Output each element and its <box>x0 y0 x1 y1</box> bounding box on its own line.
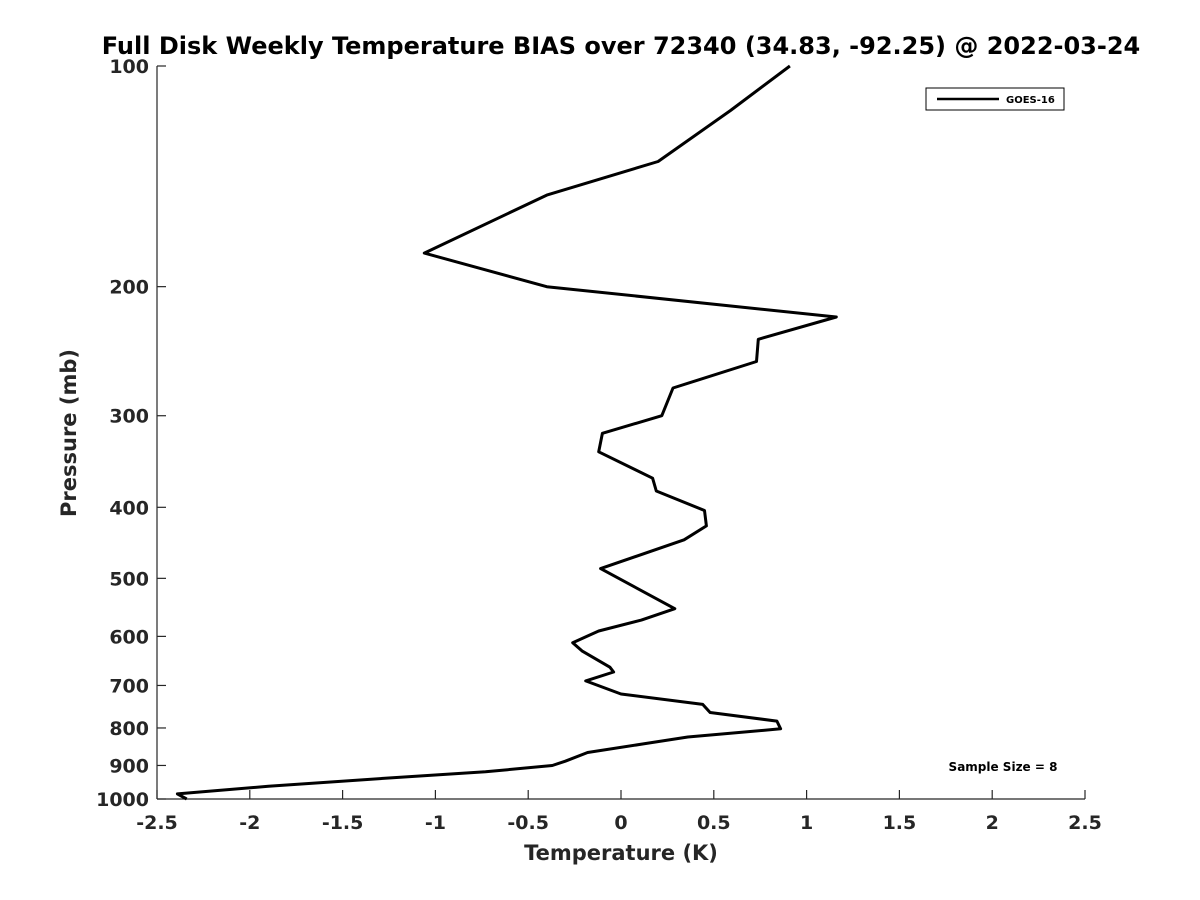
chart-title: Full Disk Weekly Temperature BIAS over 7… <box>102 32 1141 60</box>
legend: GOES-16 <box>925 87 1065 111</box>
x-tick-label: 2.5 <box>1068 812 1102 834</box>
series-layer <box>175 64 838 801</box>
legend-label-goes-16: GOES-16 <box>1006 95 1055 106</box>
x-axis-ticks: -2.5 -2 -1.5 -1 -0.5 0 0.5 1 1.5 2 2.5 <box>136 790 1102 834</box>
y-tick-label: 300 <box>109 406 149 428</box>
x-tick-label: 2 <box>986 812 999 834</box>
x-tick-label: -1.5 <box>322 812 364 834</box>
y-tick-label: 600 <box>109 626 149 648</box>
y-tick-label: 700 <box>109 675 149 697</box>
y-axis-ticks: 100 200 300 400 500 600 700 800 900 1000 <box>96 56 166 811</box>
y-tick-label: 500 <box>109 568 149 590</box>
x-tick-label: 1.5 <box>883 812 917 834</box>
y-tick-label: 1000 <box>96 789 149 811</box>
x-tick-label: 0.5 <box>697 812 731 834</box>
sample-size-annotation: Sample Size = 8 <box>949 760 1058 774</box>
x-tick-label: 1 <box>800 812 813 834</box>
x-tick-label: -0.5 <box>507 812 549 834</box>
x-tick-label: -1 <box>425 812 446 834</box>
axes <box>156 66 1085 800</box>
x-tick-label: 0 <box>614 812 627 834</box>
y-tick-label: 100 <box>109 56 149 78</box>
series-line-goes-16 <box>175 64 838 801</box>
x-tick-label: -2.5 <box>136 812 178 834</box>
y-tick-label: 900 <box>109 755 149 777</box>
y-tick-label: 400 <box>109 497 149 519</box>
x-tick-label: -2 <box>239 812 260 834</box>
y-tick-label: 800 <box>109 718 149 740</box>
x-axis-label: Temperature (K) <box>524 841 718 865</box>
y-tick-label: 200 <box>109 277 149 299</box>
y-axis-label: Pressure (mb) <box>57 349 81 517</box>
